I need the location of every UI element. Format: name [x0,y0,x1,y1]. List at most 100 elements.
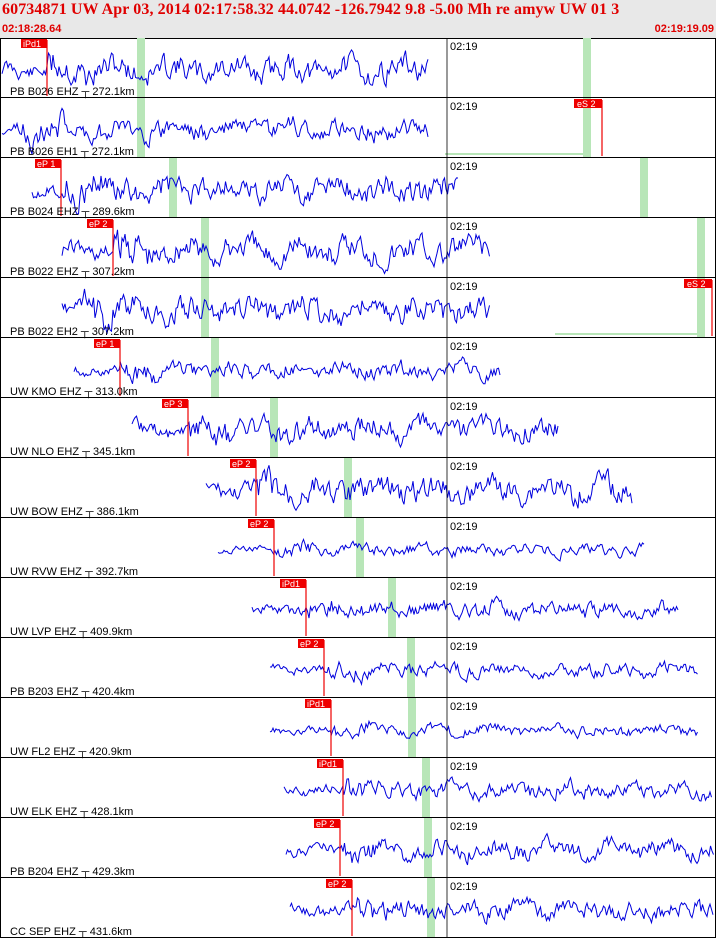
trace-panel[interactable]: eS 2 02:19 PB B026 EH1 ┬ 272.1km [0,98,716,159]
s-pick-label: eS 2 [687,279,706,289]
waveform [31,173,459,215]
time-tick-label: 02:19 [450,761,478,773]
channel-label: PB B026 EH1 ┬ 272.1km [10,146,134,159]
trace-panel[interactable]: iPd1 02:19 UW ELK EHZ ┬ 428.1km [0,758,716,819]
time-tick-label: 02:19 [450,401,478,413]
channel-label: PB B204 EHZ ┬ 429.3km [10,866,135,879]
p-pick-flag [248,519,274,528]
event-title: 60734871 UW Apr 03, 2014 02:17:58.32 44.… [2,1,620,18]
p-pick-label: iPd1 [282,579,300,589]
p-pick-label: eP 1 [37,159,55,169]
p-pick-flag [314,819,340,828]
phase-marker [356,518,364,578]
p-pick-label: iPd1 [319,759,337,769]
time-tick-label: 02:19 [450,881,478,893]
s-pick-flag [684,279,712,288]
p-pick-flag [317,759,343,768]
channel-label: UW ELK EHZ ┬ 428.1km [10,806,133,819]
p-pick-flag [21,39,47,48]
time-tick-label: 02:19 [450,821,478,833]
time-tick-label: 02:19 [450,641,478,653]
phase-marker [270,398,278,458]
event-header: 60734871 UW Apr 03, 2014 02:17:58.32 44.… [0,0,716,39]
channel-label: PB B024 EHZ ┬ 289.6km [10,206,135,219]
waveform [217,537,645,562]
p-pick-flag [35,159,61,168]
p-pick-flag [87,219,113,228]
time-tick-label: 02:19 [450,341,478,353]
phase-marker [137,38,145,98]
waveform [251,595,679,622]
channel-label: UW KMO EHZ ┬ 313.0km [10,386,138,399]
p-pick-flag [230,459,256,468]
channel-label: UW BOW EHZ ┬ 386.1km [10,506,139,519]
p-pick-label: eP 2 [250,519,268,529]
phase-marker [407,638,415,698]
window-end-time: 02:19:19.09 [654,23,714,35]
waveform [205,465,633,512]
trace-panel[interactable]: eP 2 02:19 PB B204 EHZ ┬ 429.3km [0,818,716,879]
channel-label: UW LVP EHZ ┬ 409.9km [10,626,132,639]
trace-panel[interactable]: eP 3 02:19 UW NLO EHZ ┬ 345.1km [0,398,716,459]
time-tick-label: 02:19 [450,701,478,713]
trace-panel[interactable]: eP 2 02:19 CC SEP EHZ ┬ 431.6km [0,878,716,938]
waveform [269,719,698,740]
trace-panel[interactable]: iPd1 02:19 PB B026 EHZ ┬ 272.1km [0,38,716,99]
phase-marker [408,698,416,758]
waveform [61,288,490,335]
waveform [131,411,559,449]
p-pick-label: eP 1 [96,339,114,349]
phase-marker [137,98,145,158]
trace-panel[interactable]: eS 2 02:19 PB B022 EH2 ┬ 307.2km [0,278,716,339]
p-pick-label: eP 2 [89,219,107,229]
trace-panel[interactable]: iPd1 02:19 UW FL2 EHZ ┬ 420.9km [0,698,716,759]
time-tick-label: 02:19 [450,581,478,593]
phase-marker [583,38,591,98]
channel-label: UW RVW EHZ ┬ 392.7km [10,566,138,579]
trace-panel[interactable]: eP 1 02:19 UW KMO EHZ ┬ 313.0km [0,338,716,399]
trace-panel[interactable]: eP 2 02:19 PB B203 EHZ ┬ 420.4km [0,638,716,699]
time-tick-label: 02:19 [450,101,478,113]
p-pick-flag [305,699,331,708]
time-tick-label: 02:19 [450,41,478,53]
trace-panel[interactable]: iPd1 02:19 UW LVP EHZ ┬ 409.9km [0,578,716,639]
phase-marker [211,338,219,398]
phase-marker [640,158,648,218]
p-pick-label: eP 2 [316,819,334,829]
phase-marker [583,98,591,158]
trace-panel[interactable]: eP 2 02:19 UW BOW EHZ ┬ 386.1km [0,458,716,519]
phase-marker [201,278,209,338]
time-tick-label: 02:19 [450,521,478,533]
p-pick-flag [94,339,120,348]
window-start-time: 02:18:28.64 [2,23,62,35]
phase-marker [169,158,177,218]
trace-panel[interactable]: eP 2 02:19 UW RVW EHZ ┬ 392.7km [0,518,716,579]
channel-label: UW FL2 EHZ ┬ 420.9km [10,746,132,759]
s-pick-flag [574,99,602,108]
channel-label: PB B026 EHZ ┬ 272.1km [10,86,135,99]
trace-panel[interactable]: eP 1 02:19 PB B024 EHZ ┬ 289.6km [0,158,716,219]
waveform [285,832,714,866]
channel-label: PB B022 EH2 ┬ 307.2km [10,326,134,339]
p-pick-label: eP 2 [328,879,346,889]
waveform [269,659,698,687]
channel-label: PB B022 EHZ ┬ 307.2km [10,266,135,279]
seismogram-panels[interactable]: iPd1 02:19 PB B026 EHZ ┬ 272.1km eS 2 02:19 P… [0,38,716,938]
p-pick-flag [326,879,352,888]
phase-marker [697,278,705,338]
p-pick-label: eP 2 [232,459,250,469]
phase-marker [424,818,432,878]
p-pick-flag [162,399,188,408]
channel-label: UW NLO EHZ ┬ 345.1km [10,446,135,459]
p-pick-label: eP 3 [164,399,182,409]
time-tick-label: 02:19 [450,461,478,473]
p-pick-label: eP 2 [300,639,318,649]
waveform [289,895,714,926]
phase-marker [697,218,705,278]
time-tick-label: 02:19 [450,161,478,173]
p-pick-flag [298,639,324,648]
channel-label: PB B203 EHZ ┬ 420.4km [10,686,135,699]
phase-marker [427,878,435,938]
trace-panel[interactable]: eP 2 02:19 PB B022 EHZ ┬ 307.2km [0,218,716,279]
p-pick-label: iPd1 [23,39,41,49]
